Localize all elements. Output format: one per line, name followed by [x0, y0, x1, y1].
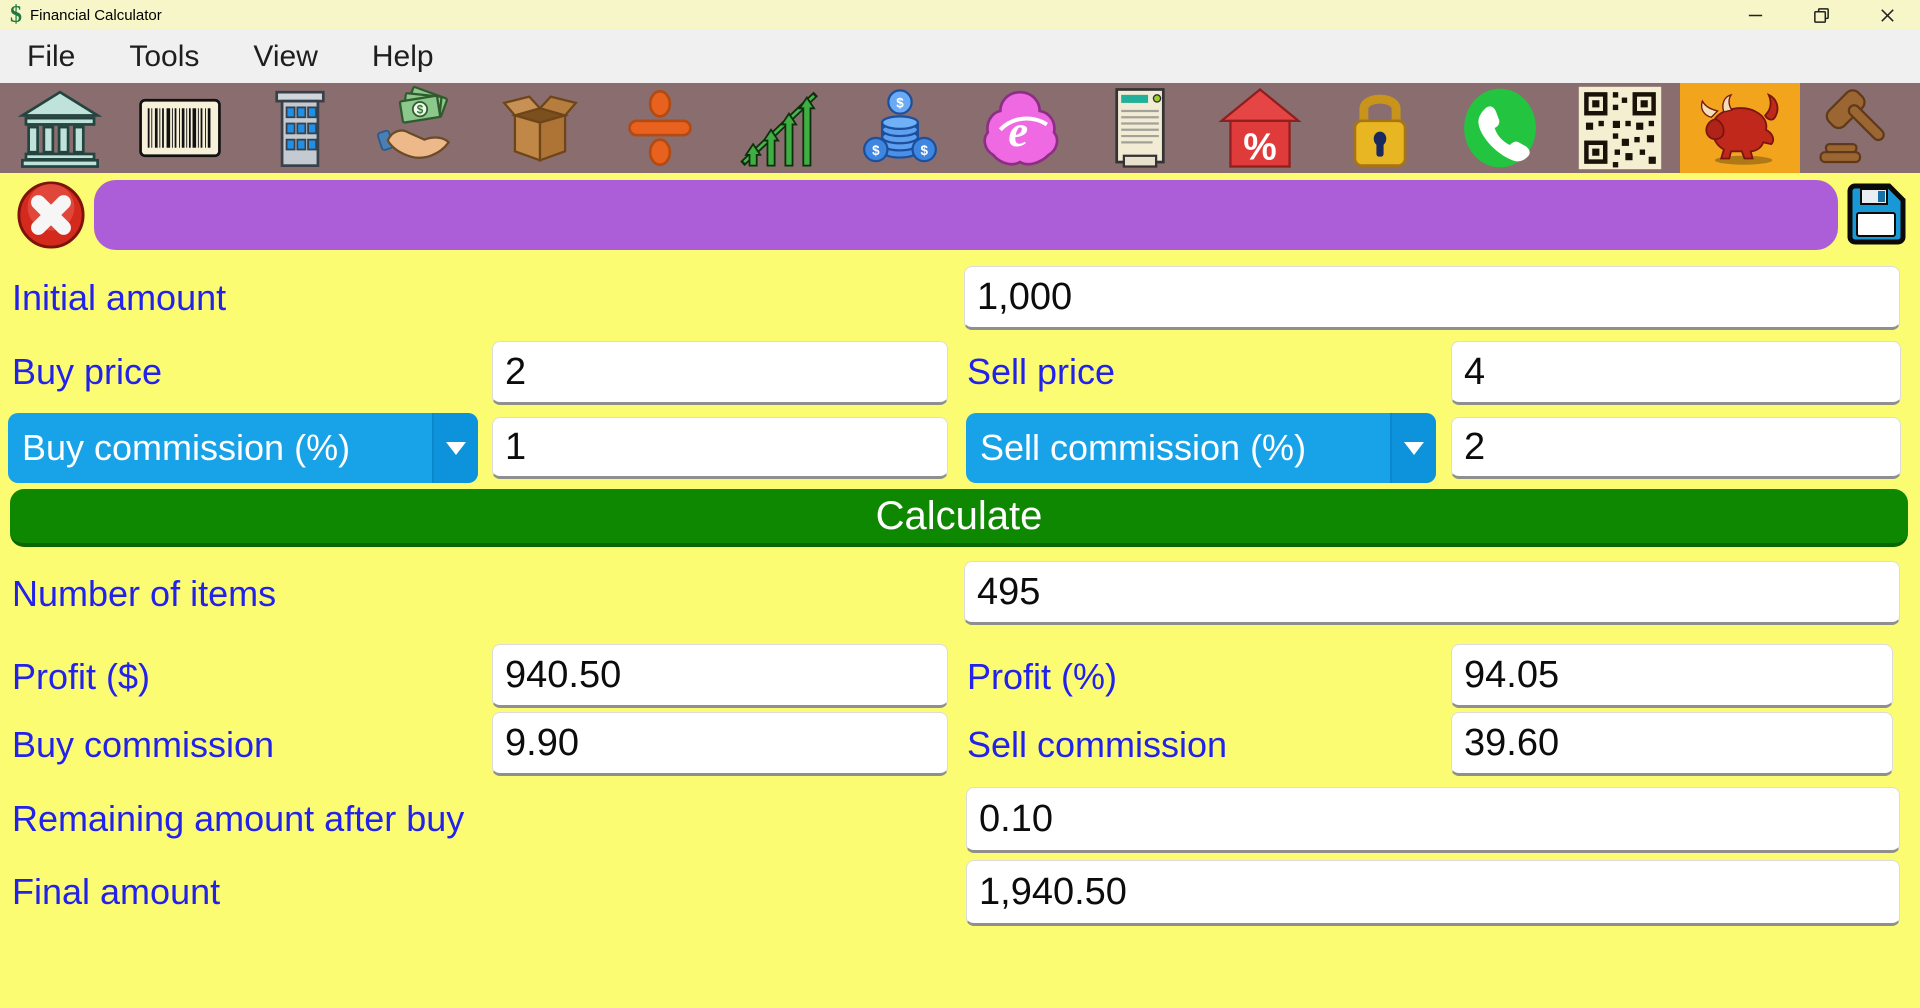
remaining-after-buy-output[interactable] — [966, 787, 1900, 853]
restore-button[interactable] — [1788, 0, 1854, 30]
gavel-icon — [1817, 85, 1903, 171]
toolbar-button-dollar-coins[interactable]: $ $ $ — [840, 83, 960, 173]
menu-item-tools[interactable]: Tools — [129, 40, 200, 73]
toolbar-button-barcode[interactable] — [120, 83, 240, 173]
buy-price-input[interactable] — [492, 341, 948, 405]
remaining-after-buy-label: Remaining amount after buy — [12, 798, 465, 839]
initial-amount-input[interactable] — [964, 266, 1900, 330]
buy-price-label: Buy price — [12, 351, 163, 392]
sell-commission-mode-dropdown[interactable]: Sell commission (%) — [966, 413, 1436, 483]
menu-item-view[interactable]: View — [253, 40, 318, 73]
menu-bar: File Tools View Help — [0, 30, 1920, 83]
window-controls — [1722, 0, 1920, 30]
toolbar-button-bank[interactable] — [0, 83, 120, 173]
number-of-items-output[interactable] — [964, 561, 1900, 625]
barcode-icon — [137, 85, 223, 171]
dollar-coins-icon: $ $ $ — [857, 85, 943, 171]
toolbar-button-explorer-cloud[interactable]: e — [960, 83, 1080, 173]
window-title: Financial Calculator — [30, 6, 162, 24]
final-amount-output[interactable] — [966, 860, 1900, 926]
profit-percent-output[interactable] — [1451, 644, 1893, 708]
sell-price-input[interactable] — [1451, 341, 1901, 405]
number-of-items-label: Number of items — [12, 573, 277, 614]
toolbar-button-package-box[interactable] — [480, 83, 600, 173]
toolbar-button-bull[interactable] — [1680, 83, 1800, 173]
sell-price-label: Sell price — [967, 351, 1116, 392]
money-hand-icon: $ — [377, 85, 463, 171]
clear-button[interactable] — [16, 180, 86, 250]
initial-amount-label: Initial amount — [12, 277, 227, 318]
house-percent-icon: % — [1217, 85, 1303, 171]
office-building-icon — [257, 85, 343, 171]
floppy-disk-icon — [1847, 183, 1906, 245]
toolbar-button-house-percent[interactable]: % — [1200, 83, 1320, 173]
toolbar-button-padlock[interactable] — [1320, 83, 1440, 173]
minimize-button[interactable] — [1722, 0, 1788, 30]
toolbar-button-division[interactable] — [600, 83, 720, 173]
profit-percent-label: Profit (%) — [967, 656, 1118, 697]
padlock-icon — [1337, 85, 1423, 171]
division-icon — [617, 85, 703, 171]
app-dollar-icon: $ — [10, 2, 22, 28]
close-button[interactable] — [1854, 0, 1920, 30]
title-bar: $ Financial Calculator — [0, 0, 1920, 30]
expression-input[interactable] — [94, 180, 1838, 250]
calculate-button[interactable]: Calculate — [10, 489, 1908, 547]
phone-icon — [1457, 85, 1543, 171]
buy-commission-input[interactable] — [492, 417, 948, 479]
bull-icon — [1697, 85, 1783, 171]
growth-arrows-icon — [737, 85, 823, 171]
menu-item-help[interactable]: Help — [371, 40, 434, 73]
toolbar-button-qr-code[interactable] — [1560, 83, 1680, 173]
chevron-down-icon[interactable] — [1390, 413, 1436, 483]
chevron-down-icon[interactable] — [432, 413, 478, 483]
buy-commission-label: Buy commission — [12, 724, 275, 765]
profit-dollars-output[interactable] — [492, 644, 948, 708]
buy-commission-mode-label: Buy commission (%) — [22, 427, 351, 468]
menu-item-file[interactable]: File — [27, 40, 76, 73]
explorer-cloud-icon: e — [977, 85, 1063, 171]
toolbar-button-phone[interactable] — [1440, 83, 1560, 173]
toolbar-button-growth-arrows[interactable] — [720, 83, 840, 173]
sell-commission-output[interactable] — [1451, 712, 1893, 776]
svg-text:$: $ — [920, 143, 928, 158]
save-button[interactable] — [1844, 181, 1908, 247]
buy-commission-mode-dropdown[interactable]: Buy commission (%) — [8, 413, 478, 483]
restore-icon — [1813, 7, 1829, 23]
final-amount-label: Final amount — [12, 871, 221, 912]
svg-text:$: $ — [896, 95, 904, 110]
svg-text:%: % — [1243, 125, 1276, 167]
profit-dollars-label: Profit ($) — [12, 656, 151, 697]
document-icon — [1097, 85, 1183, 171]
sell-commission-input[interactable] — [1451, 417, 1901, 479]
red-x-icon — [17, 181, 85, 249]
toolbar-button-money-hand[interactable]: $ — [360, 83, 480, 173]
svg-text:$: $ — [417, 104, 424, 117]
svg-text:e: e — [1008, 106, 1028, 156]
toolbar-button-document[interactable] — [1080, 83, 1200, 173]
close-icon — [1880, 8, 1894, 22]
bank-icon — [17, 85, 103, 171]
toolbar-button-gavel[interactable] — [1800, 83, 1920, 173]
qr-code-icon — [1577, 85, 1663, 171]
sell-commission-label: Sell commission — [967, 724, 1228, 765]
toolbar: $ $ $ $ e% — [0, 83, 1920, 173]
package-box-icon — [497, 85, 583, 171]
minimize-icon — [1748, 14, 1762, 16]
svg-text:$: $ — [872, 143, 880, 158]
toolbar-button-office-building[interactable] — [240, 83, 360, 173]
sell-commission-mode-label: Sell commission (%) — [980, 427, 1307, 468]
buy-commission-output[interactable] — [492, 712, 948, 776]
